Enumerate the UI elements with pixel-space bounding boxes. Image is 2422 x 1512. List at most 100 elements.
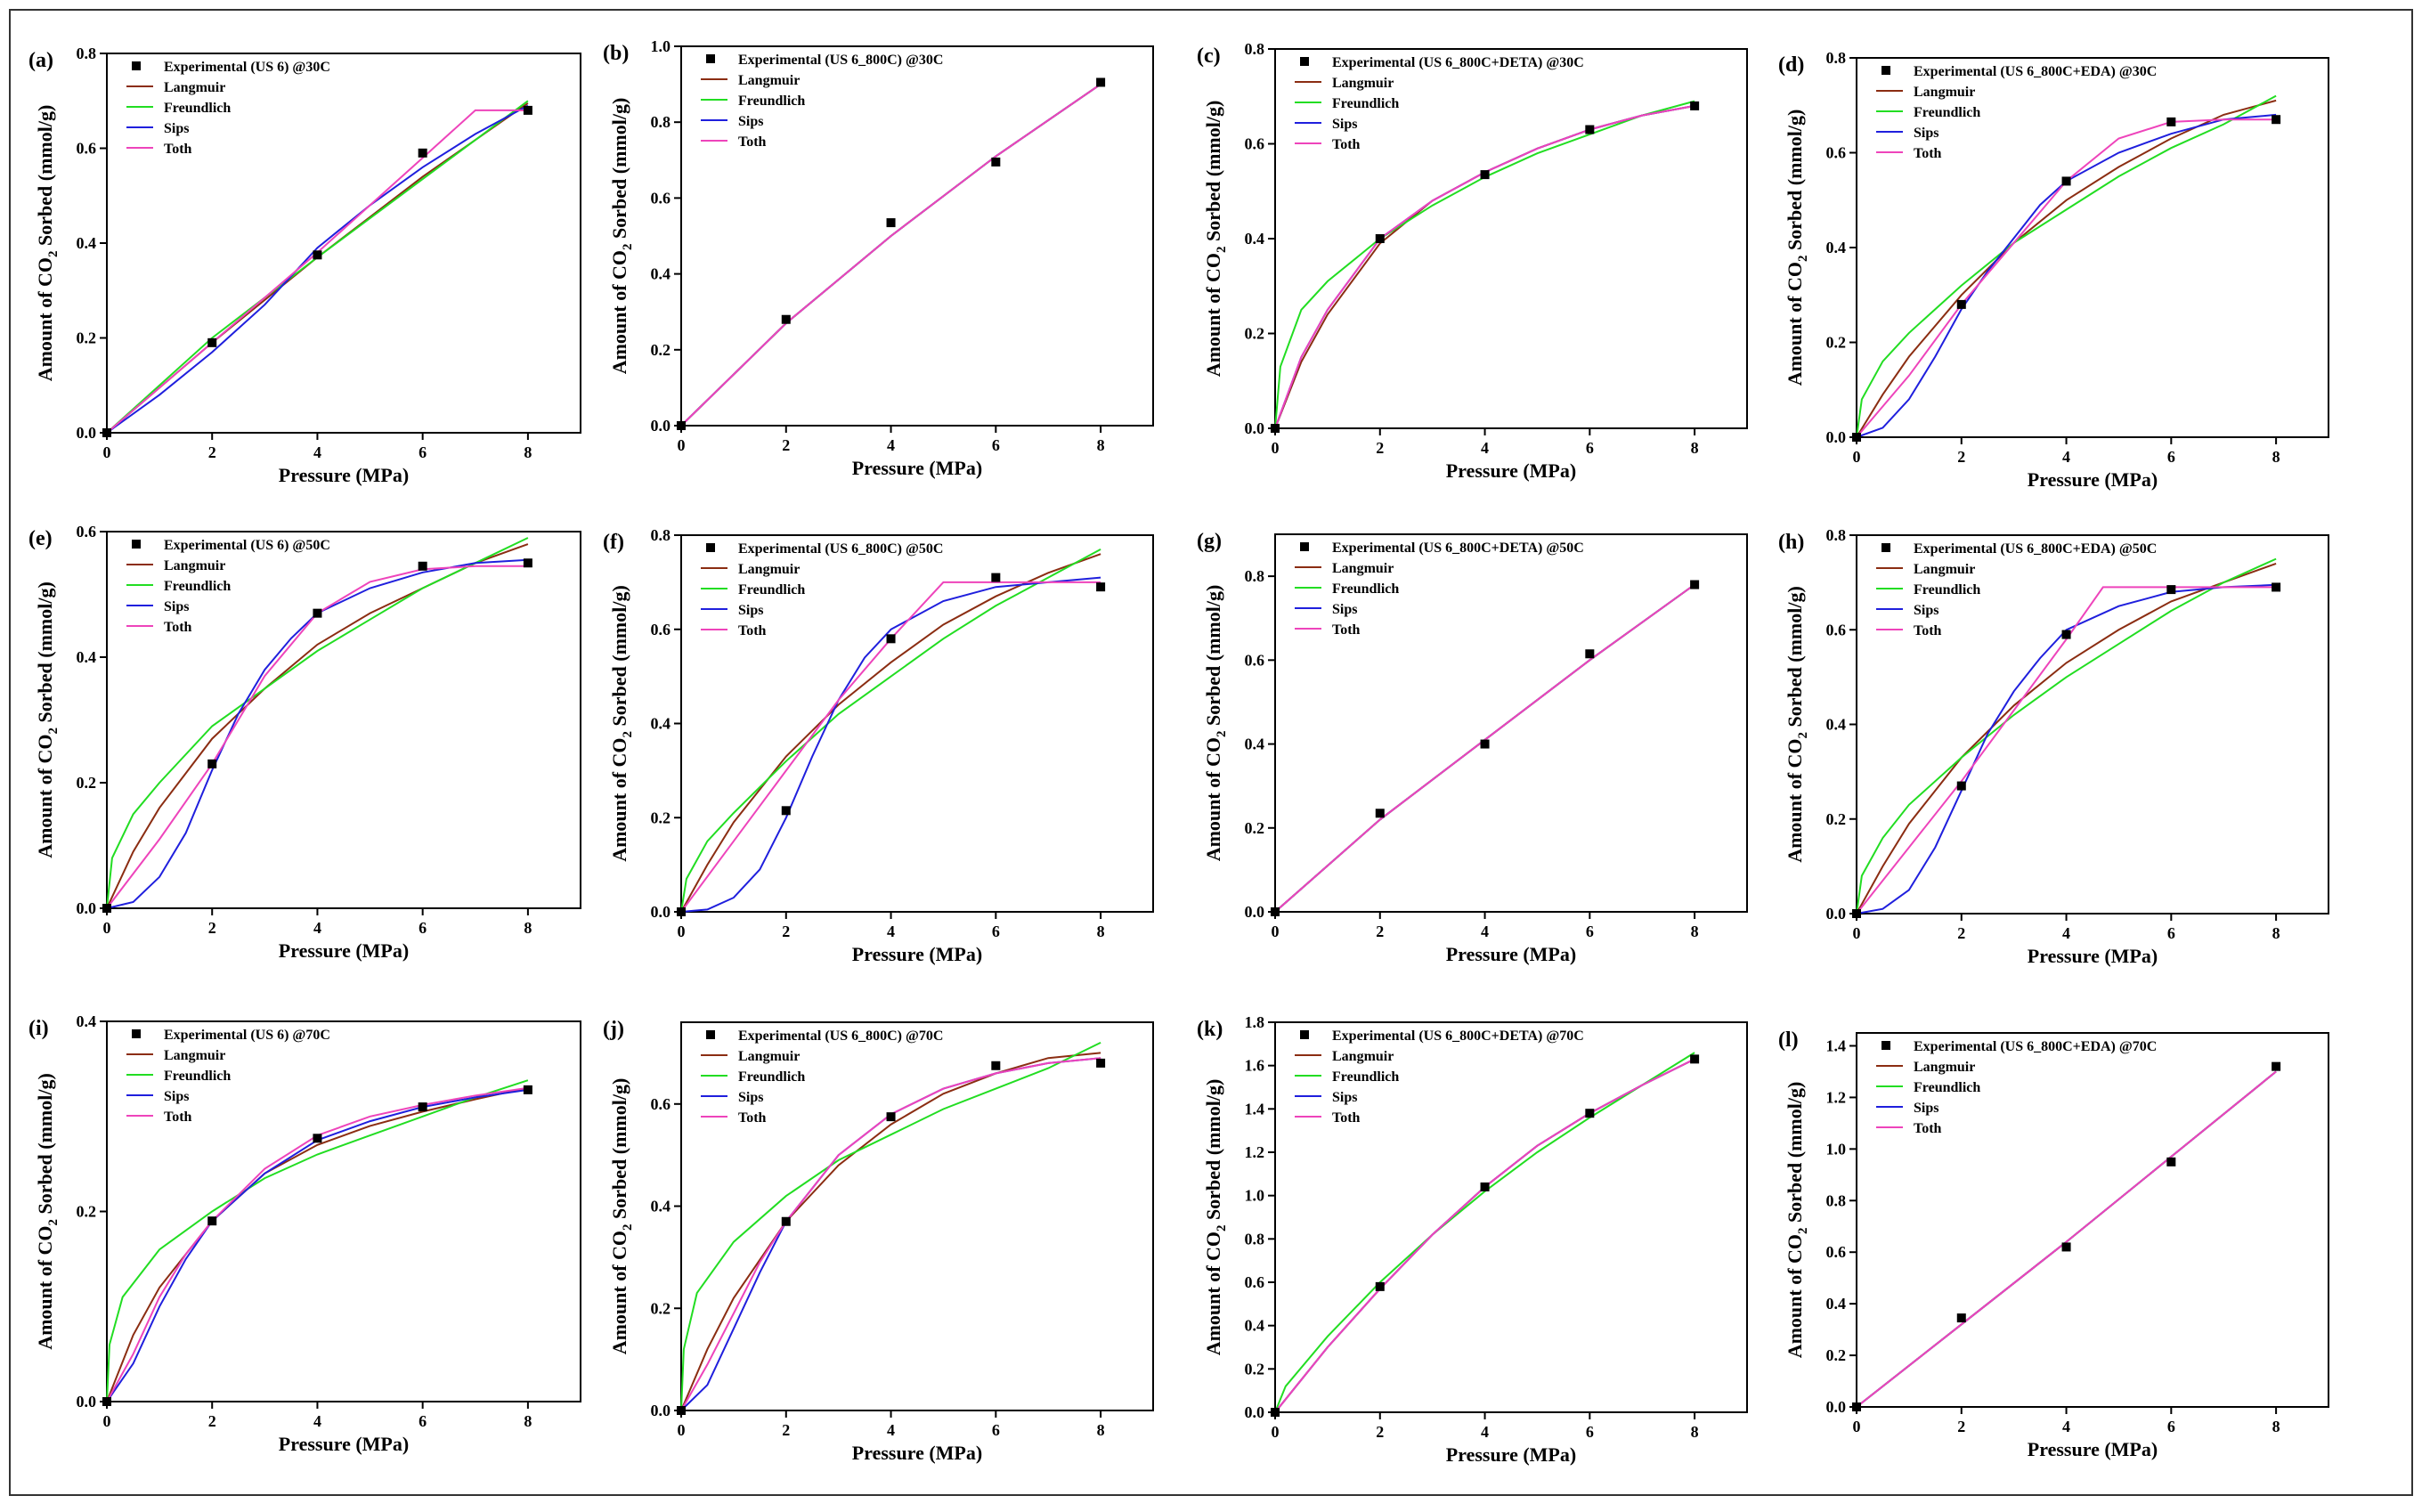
y-tick-label: 1.2 xyxy=(1245,1143,1265,1161)
x-axis-label: Pressure (MPa) xyxy=(1446,943,1576,965)
x-axis-label: Pressure (MPa) xyxy=(2028,1438,2158,1460)
experimental-point xyxy=(886,218,896,228)
x-tick-label: 8 xyxy=(1691,923,1699,940)
series-line-toth xyxy=(1856,1070,2277,1408)
panel-letter: (f) xyxy=(603,531,624,554)
x-tick-label: 0 xyxy=(103,1412,111,1430)
legend-label: Langmuir xyxy=(164,558,225,573)
legend-label: Experimental (US 6) @50C xyxy=(164,538,330,553)
x-tick-label: 2 xyxy=(208,443,216,461)
experimental-point xyxy=(1271,907,1280,916)
legend-label: Sips xyxy=(1914,1101,1938,1116)
x-tick-label: 4 xyxy=(313,919,321,937)
series-line-freundlich xyxy=(106,537,529,909)
experimental-point xyxy=(2061,1242,2071,1252)
experimental-point xyxy=(313,608,322,618)
plot-frame xyxy=(680,45,1154,427)
y-tick-label: 0.8 xyxy=(1245,567,1265,585)
x-tick-label: 6 xyxy=(419,919,427,937)
x-tick-label: 0 xyxy=(1853,924,1861,942)
y-tick-label: 1.6 xyxy=(1245,1057,1265,1075)
x-axis-label: Pressure (MPa) xyxy=(852,1442,982,1464)
legend-label: Toth xyxy=(1914,146,1942,161)
experimental-point xyxy=(523,1085,532,1094)
y-tick-label: 0.0 xyxy=(1826,428,1847,446)
y-tick-label: 0.2 xyxy=(77,1203,97,1221)
legend-label: Toth xyxy=(738,1110,767,1126)
y-tick-label: 0.8 xyxy=(1826,526,1847,544)
panel-letter: (k) xyxy=(1197,1018,1223,1041)
x-tick-label: 4 xyxy=(887,1421,895,1439)
x-tick-label: 8 xyxy=(1691,1423,1699,1441)
experimental-point xyxy=(781,1216,791,1226)
chart-panel-e: 0 2 4 6 8 0.0 0.2 0.4 0.6 Pressure (MPa) Amount of… xyxy=(28,523,581,962)
y-tick-label: 0.6 xyxy=(1826,1243,1847,1261)
y-tick-label: 0.0 xyxy=(1826,1398,1847,1416)
experimental-point xyxy=(207,337,217,347)
y-tick-label: 0.2 xyxy=(1826,334,1847,352)
experimental-point xyxy=(886,634,896,644)
y-tick-label: 0.4 xyxy=(651,265,671,283)
series-line-toth xyxy=(680,83,1101,427)
legend-label: Freundlich xyxy=(164,579,231,594)
x-tick-label: 8 xyxy=(524,1412,532,1430)
x-tick-label: 8 xyxy=(1691,439,1699,457)
series-line-sips xyxy=(1856,113,2277,438)
experimental-point xyxy=(2061,630,2071,639)
y-tick-label: 0.4 xyxy=(77,1012,97,1030)
legend-label: Toth xyxy=(1914,1121,1942,1136)
y-tick-label: 0.2 xyxy=(651,1299,671,1317)
legend-label: Toth xyxy=(164,620,192,635)
legend-marker-experimental xyxy=(706,543,715,552)
x-tick-label: 0 xyxy=(1272,1423,1280,1441)
series-line-langmuir xyxy=(680,1052,1101,1411)
panel-letter: (g) xyxy=(1197,530,1222,553)
x-tick-label: 6 xyxy=(992,923,1000,940)
x-tick-label: 2 xyxy=(782,436,790,454)
x-axis-label: Pressure (MPa) xyxy=(2028,468,2158,491)
experimental-point xyxy=(677,1406,686,1415)
legend-label: Experimental (US 6_800C) @70C xyxy=(738,1028,943,1044)
y-tick-label: 0.0 xyxy=(1245,1403,1265,1421)
y-tick-label: 0.0 xyxy=(1826,905,1847,923)
experimental-point xyxy=(313,1134,322,1143)
y-tick-label: 0.4 xyxy=(1245,1317,1265,1335)
x-tick-label: 2 xyxy=(1957,1418,1965,1435)
plot-frame xyxy=(106,531,581,909)
legend-label: Sips xyxy=(738,114,763,129)
x-tick-label: 6 xyxy=(419,1412,427,1430)
y-axis-label: Amount of CO2 Sorbed (mmol/g) xyxy=(1202,585,1229,862)
legend-marker-experimental xyxy=(132,540,141,549)
experimental-point xyxy=(886,1112,896,1122)
series-line-toth xyxy=(106,109,528,434)
panel-letter: (a) xyxy=(28,49,53,72)
experimental-point xyxy=(677,907,686,916)
experimental-point xyxy=(781,806,791,816)
experimental-point xyxy=(1096,1058,1106,1068)
x-tick-label: 8 xyxy=(1097,436,1105,454)
y-tick-label: 0.6 xyxy=(77,523,97,541)
experimental-point xyxy=(418,561,427,571)
legend-label: Langmuir xyxy=(1914,85,1975,100)
legend-label: Experimental (US 6) @70C xyxy=(164,1028,330,1043)
legend-label: Sips xyxy=(1332,117,1357,132)
legend-marker-experimental xyxy=(132,1029,141,1038)
x-tick-label: 2 xyxy=(1957,924,1965,942)
x-tick-label: 8 xyxy=(524,919,532,937)
legend-label: Freundlich xyxy=(1914,1080,1980,1095)
chart-panel-j: 0 2 4 6 8 0.0 0.2 0.4 0.6 Pressure (MPa) Amount of… xyxy=(603,1018,1154,1464)
y-tick-label: 0.2 xyxy=(1245,819,1265,837)
legend-label: Sips xyxy=(164,1089,189,1104)
experimental-point xyxy=(1956,781,1966,791)
series-line-freundlich xyxy=(1274,100,1695,429)
x-axis-label: Pressure (MPa) xyxy=(279,464,409,486)
x-tick-label: 2 xyxy=(208,1412,216,1430)
series-line-toth xyxy=(1856,586,2277,915)
legend-label: Toth xyxy=(738,134,767,150)
y-tick-label: 0.8 xyxy=(651,113,671,131)
experimental-point xyxy=(1480,170,1490,180)
x-tick-label: 0 xyxy=(678,923,686,940)
experimental-point xyxy=(313,250,322,260)
series-line-langmuir xyxy=(1856,562,2277,915)
y-tick-label: 0.6 xyxy=(651,621,671,638)
